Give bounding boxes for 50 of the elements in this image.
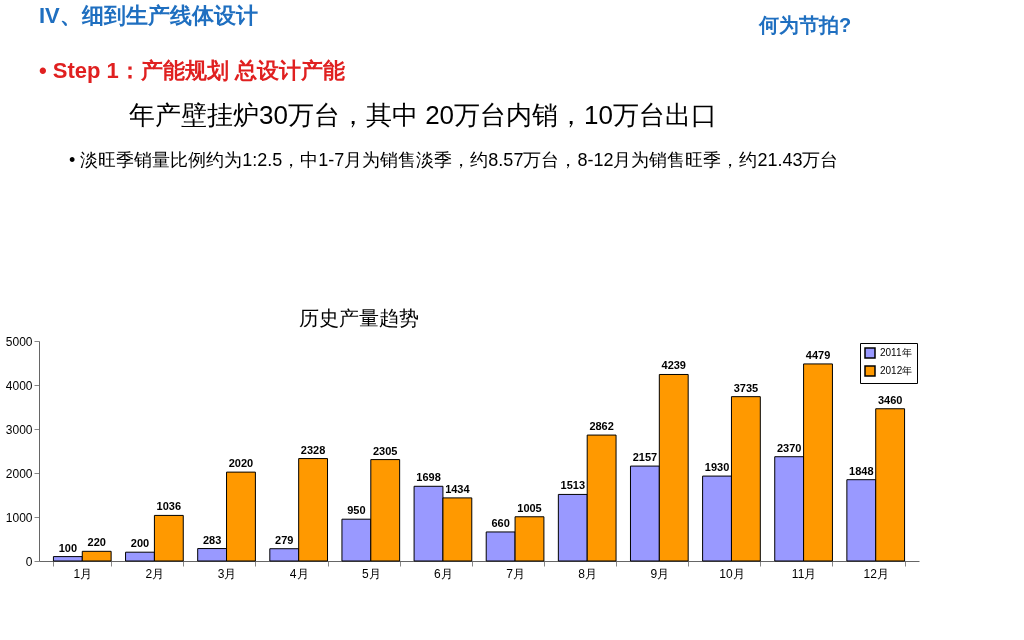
data-label: 4479 [805,348,831,361]
y-tick-label: 1000 [5,510,33,525]
data-label: 200 [130,537,150,550]
y-tick-label: 4000 [5,378,33,393]
data-label: 660 [491,516,510,529]
legend-label: 2012年 [880,365,913,376]
text: 何为节拍? [758,14,852,36]
data-label: 2862 [589,420,614,433]
data-label: 3460 [877,393,903,406]
data-label: 1930 [704,461,730,474]
data-label: 950 [347,504,366,517]
legend-label: 2011年 [880,347,912,358]
text: • 淡旺季销量比例约为1:2.5，中1-7月为销售淡季，约8.57万台，8-12月为销售旺季，约21.43万台 [69,150,839,170]
data-label: 1848 [849,464,874,477]
text: • Step 1：产能规划 总设计产能 [39,58,345,83]
x-tick-label: 5月 [361,566,381,581]
x-tick-label: 7月 [506,566,525,581]
data-label: 1005 [517,501,542,514]
x-tick-label: 12月 [863,566,889,581]
data-label: 2157 [632,451,658,464]
data-label: 1513 [560,479,586,492]
text: 年产壁挂炉30万台，其中 20万台内销，10万台出口 [129,100,717,130]
data-label: 2328 [300,443,326,456]
chart-title: 历史产量趋势 [299,307,419,329]
x-tick-label: 4月 [289,566,309,581]
x-tick-label: 2月 [145,566,165,581]
y-tick-label: 0 [25,554,33,569]
x-tick-label: 11月 [791,566,817,581]
data-label: 283 [202,533,222,546]
data-label: 220 [87,536,106,549]
data-label: 2370 [776,441,802,454]
x-tick-label: 3月 [217,566,237,581]
x-tick-label: 9月 [650,566,670,581]
data-label: 2305 [372,444,398,457]
data-label: 1698 [416,471,441,484]
data-label: 3735 [733,381,759,394]
y-tick-label: 5000 [5,334,33,349]
y-tick-label: 2000 [5,466,33,481]
text: IV、细到生产线体设计 [39,3,258,28]
x-tick-label: 10月 [719,566,745,581]
data-label: 100 [58,541,78,554]
data-label: 4239 [661,359,686,372]
y-tick-label: 3000 [5,422,33,437]
data-label: 2020 [228,457,254,470]
data-label: 1434 [445,482,471,495]
data-label: 279 [275,533,294,546]
x-tick-label: 6月 [434,566,453,581]
x-tick-label: 1月 [73,566,93,581]
x-tick-label: 8月 [578,566,598,581]
data-label: 1036 [156,500,182,513]
